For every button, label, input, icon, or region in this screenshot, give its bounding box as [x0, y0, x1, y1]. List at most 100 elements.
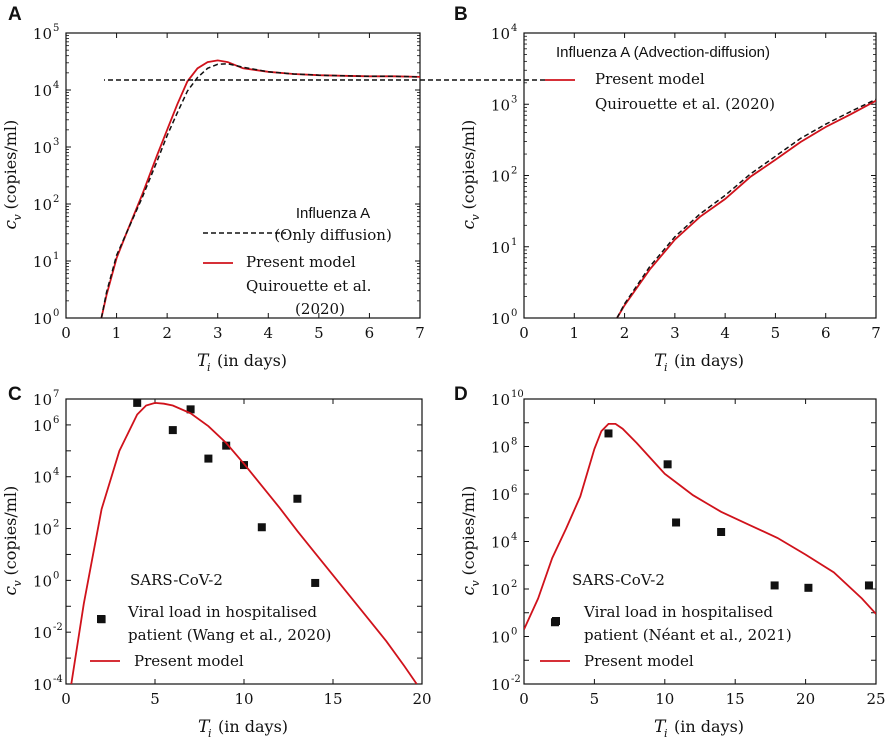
y-tick-label: 10 [491, 239, 510, 257]
y-tick-label: 10 [33, 25, 52, 43]
y-axis-label: cv (copies/ml) [1, 486, 24, 596]
x-tick-label: 0 [519, 324, 529, 342]
y-axis-text: (copies/ml) [459, 120, 478, 210]
legend: Influenza A (Only diffusion) Present model… [203, 205, 392, 318]
legend-marker [552, 617, 560, 625]
x-tick-label: 1 [112, 324, 122, 342]
x-tick-label: 7 [871, 324, 881, 342]
x-axis-label: Ti (in days) [654, 717, 744, 740]
legend-entry: Present model [595, 70, 705, 88]
y-axis-symbol: c [1, 220, 21, 230]
y-tick-label: 10 [491, 391, 510, 409]
x-tick-label: 6 [821, 324, 831, 342]
panel-label: D [454, 384, 468, 405]
x-tick-label: 0 [519, 690, 529, 708]
plot-area [100, 59, 420, 318]
data-point [133, 399, 142, 407]
y-tick-exponent: 4 [53, 80, 59, 91]
y-tick-exponent: 8 [511, 437, 517, 448]
legend-entry-line2: patient (Wang et al., 2020) [128, 626, 331, 644]
legend-entry: Quirouette et al. (2020) [595, 95, 775, 113]
x-axis-symbol: T [198, 717, 211, 737]
y-tick-exponent: 3 [511, 94, 517, 105]
x-tick-label: 4 [264, 324, 274, 342]
data-point [804, 583, 813, 592]
panel-label: A [8, 4, 22, 25]
y-axis-label: cv (copies/ml) [1, 120, 24, 230]
y-axis-text: (copies/ml) [459, 486, 478, 576]
y-tick-label: 10 [491, 486, 510, 504]
y-axis-subscript: v [469, 214, 482, 221]
y-tick-exponent: 1 [511, 237, 517, 248]
legend: Influenza A (Advection-diffusion) Present… [104, 44, 775, 113]
x-axis-subscript: i [664, 361, 668, 374]
x-tick-label: 5 [150, 690, 160, 708]
y-tick-exponent: 0 [511, 627, 517, 638]
y-tick-label: 10 [491, 629, 510, 647]
annotation-label: SARS-CoV-2 [572, 571, 665, 589]
y-axis-label: cv (copies/ml) [459, 120, 482, 230]
x-tick-label: 3 [213, 324, 223, 342]
y-tick-label: 10 [491, 96, 510, 114]
data-point [663, 460, 672, 469]
x-axis-text: (in days) [674, 717, 744, 736]
data-point [770, 581, 779, 590]
x-tick-label: 0 [61, 324, 71, 342]
y-axis-label: cv (copies/ml) [459, 486, 482, 596]
series-line-reference [100, 63, 420, 318]
x-tick-label: 4 [720, 324, 730, 342]
legend-entry: Present model [584, 652, 694, 670]
data-point [672, 518, 681, 527]
data-point [257, 523, 266, 532]
y-tick-label: 10 [33, 253, 52, 271]
y-tick-label: 10 [33, 139, 52, 157]
y-tick-exponent: 2 [53, 519, 59, 530]
y-tick-label: 10 [491, 310, 510, 328]
y-axis-text: (copies/ml) [1, 486, 20, 576]
x-tick-label: 5 [590, 690, 600, 708]
x-axis-text: (in days) [217, 351, 287, 370]
series-line-model [616, 99, 876, 318]
legend-marker [97, 615, 105, 623]
plot-frame [65, 32, 421, 319]
y-tick-exponent: 2 [511, 166, 517, 177]
data-point [604, 429, 613, 438]
data-point [717, 528, 726, 536]
plot-area [616, 98, 876, 318]
legend-title: Influenza A (Advection-diffusion) [556, 44, 770, 61]
y-axis-subscript: v [469, 580, 482, 587]
x-axis-symbol: T [197, 351, 210, 371]
y-tick-exponent: 0 [511, 308, 517, 319]
legend-entry: Viral load in hospitalised [127, 603, 317, 621]
x-axis-subscript: i [207, 361, 211, 374]
y-tick-exponent: 4 [53, 467, 59, 478]
data-point [311, 578, 320, 587]
x-tick-label: 3 [670, 324, 680, 342]
y-tick-label: 10 [491, 581, 510, 599]
legend-title: (Only diffusion) [274, 226, 392, 244]
y-tick-exponent: 4 [511, 532, 517, 543]
x-axis-text: (in days) [218, 717, 288, 736]
y-axis-symbol: c [1, 586, 21, 596]
y-axis-symbol: c [459, 586, 479, 596]
y-tick-label: 10 [33, 469, 52, 487]
x-tick-label: 0 [61, 690, 71, 708]
y-tick-exponent: 6 [53, 415, 59, 426]
y-tick-label: 10 [33, 391, 52, 409]
legend-title: Influenza A [296, 205, 370, 222]
data-point [864, 581, 873, 590]
y-axis-symbol: c [459, 220, 479, 230]
legend-entry: Present model [134, 652, 244, 670]
x-tick-label: 25 [866, 690, 885, 708]
y-tick-label: 10 [33, 417, 52, 435]
y-tick-exponent: 2 [53, 194, 59, 205]
x-tick-label: 5 [771, 324, 781, 342]
y-tick-exponent: 7 [53, 389, 59, 400]
data-point [168, 426, 177, 435]
y-tick-exponent: 0 [53, 308, 59, 319]
y-tick-label: 10 [33, 310, 52, 328]
x-tick-label: 10 [234, 690, 253, 708]
